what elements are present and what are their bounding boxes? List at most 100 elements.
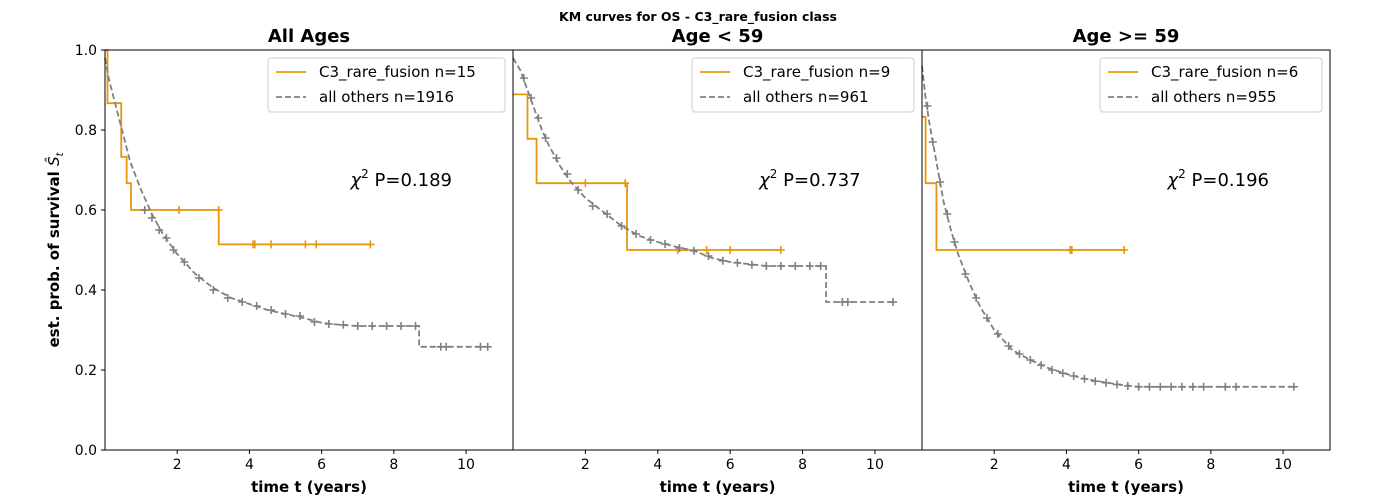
censor-mark bbox=[726, 246, 735, 254]
censor-mark bbox=[1156, 382, 1165, 391]
censor-mark bbox=[238, 298, 247, 306]
censor-mark bbox=[552, 154, 561, 162]
censor-mark bbox=[791, 262, 800, 270]
panel-title: Age >= 59 bbox=[1073, 26, 1180, 47]
censor-mark bbox=[1232, 382, 1241, 391]
censor-mark bbox=[928, 138, 937, 146]
censor-mark bbox=[1120, 246, 1129, 254]
legend-box bbox=[267, 57, 506, 113]
censor-mark bbox=[747, 260, 756, 269]
p-value-text: P=0.196 bbox=[1186, 170, 1269, 191]
censor-mark bbox=[733, 258, 742, 267]
series-c3-rare-fusion bbox=[922, 115, 1129, 254]
censor-mark bbox=[993, 330, 1002, 338]
legend-label: all others n=961 bbox=[743, 88, 869, 106]
censor-mark bbox=[843, 298, 852, 306]
x-axis-label: time t (years) bbox=[660, 478, 776, 496]
legend-label: C3_rare_fusion n=6 bbox=[1151, 63, 1298, 82]
censor-mark bbox=[950, 238, 959, 246]
y-tick-label: 0.6 bbox=[75, 203, 97, 219]
censor-mark bbox=[312, 240, 321, 249]
censor-mark bbox=[534, 114, 543, 122]
censor-mark bbox=[1026, 356, 1035, 364]
legend-label: all others n=1916 bbox=[319, 88, 454, 106]
censor-mark bbox=[982, 314, 991, 322]
censor-mark bbox=[1037, 361, 1046, 370]
series-c3-rare-fusion bbox=[105, 49, 375, 249]
censor-mark bbox=[621, 179, 630, 188]
x-tick-label: 4 bbox=[245, 457, 254, 473]
axes-frame bbox=[921, 49, 1331, 451]
censor-mark bbox=[1102, 378, 1111, 387]
censor-mark bbox=[1188, 382, 1197, 391]
censor-mark bbox=[162, 234, 171, 242]
censor-mark bbox=[250, 240, 259, 249]
censor-mark bbox=[324, 320, 333, 328]
censor-mark bbox=[310, 318, 319, 326]
chi2-symbol: χ bbox=[758, 170, 771, 191]
censor-mark bbox=[646, 236, 655, 244]
censor-mark bbox=[1177, 382, 1186, 391]
y-axis-label-math: Ŝ bbox=[44, 156, 63, 166]
censor-mark bbox=[1067, 246, 1076, 254]
censor-mark bbox=[943, 210, 952, 218]
chi2-annotation: χ2 P=0.189 bbox=[350, 167, 453, 191]
x-tick-label: 10 bbox=[457, 457, 475, 473]
censor-mark bbox=[1289, 382, 1298, 391]
censor-mark bbox=[1080, 374, 1089, 383]
censor-mark bbox=[223, 294, 232, 302]
censor-mark bbox=[175, 206, 184, 214]
censor-mark bbox=[519, 74, 528, 82]
censor-mark bbox=[194, 274, 203, 282]
censor-mark bbox=[718, 256, 727, 265]
chi2-annotation: χ2 P=0.196 bbox=[1167, 167, 1270, 191]
p-value-text: P=0.189 bbox=[369, 170, 452, 191]
censor-mark bbox=[527, 94, 536, 102]
censor-mark bbox=[816, 262, 825, 270]
censor-mark bbox=[1123, 382, 1132, 390]
censor-mark bbox=[281, 310, 290, 318]
censor-mark bbox=[675, 244, 684, 252]
series-c3-rare-fusion bbox=[513, 93, 785, 254]
x-tick-label: 6 bbox=[1134, 457, 1143, 473]
censor-mark bbox=[632, 230, 641, 238]
panels: All Ages time t (years) 2 4 6 8 10 0.0 0.2 0.4 0.6… bbox=[75, 26, 1331, 496]
survival-curve bbox=[921, 65, 1294, 388]
y-axis-label: est. prob. of survival Ŝt bbox=[44, 151, 66, 347]
censor-mark bbox=[574, 186, 583, 194]
censor-mark bbox=[581, 179, 590, 188]
chi2-symbol: χ bbox=[350, 170, 363, 191]
figure-suptitle: KM curves for OS - C3_rare_fusion class bbox=[559, 9, 837, 25]
censor-mark bbox=[368, 322, 377, 330]
legend-box bbox=[691, 57, 915, 113]
censor-mark bbox=[411, 322, 420, 330]
x-tick-label: 8 bbox=[798, 457, 807, 473]
legend: C3_rare_fusion n=6 all others n=955 bbox=[1099, 57, 1323, 113]
censor-mark bbox=[209, 286, 218, 294]
censor-mark bbox=[762, 262, 771, 270]
panel-title: All Ages bbox=[268, 26, 350, 47]
censor-mark bbox=[1058, 369, 1067, 378]
x-tick-label: 6 bbox=[317, 457, 326, 473]
censor-mark bbox=[397, 322, 406, 330]
censor-mark bbox=[476, 342, 485, 351]
censor-mark bbox=[588, 202, 597, 210]
x-tick-label: 10 bbox=[1274, 457, 1292, 473]
censor-mark bbox=[382, 322, 391, 330]
censor-mark bbox=[339, 320, 348, 329]
censor-mark bbox=[661, 240, 670, 248]
x-tick-label: 2 bbox=[173, 457, 182, 473]
censor-mark bbox=[776, 246, 785, 254]
censor-mark bbox=[180, 258, 189, 266]
censor-mark bbox=[1221, 382, 1230, 391]
censor-mark bbox=[617, 222, 626, 230]
chi2-annotation: χ2 P=0.737 bbox=[758, 167, 861, 191]
censor-mark bbox=[889, 298, 898, 306]
y-tick-label: 1.0 bbox=[75, 43, 97, 59]
censor-mark bbox=[936, 178, 945, 186]
censor-mark bbox=[1145, 382, 1154, 391]
censor-mark bbox=[147, 214, 156, 222]
censor-mark bbox=[541, 134, 550, 142]
